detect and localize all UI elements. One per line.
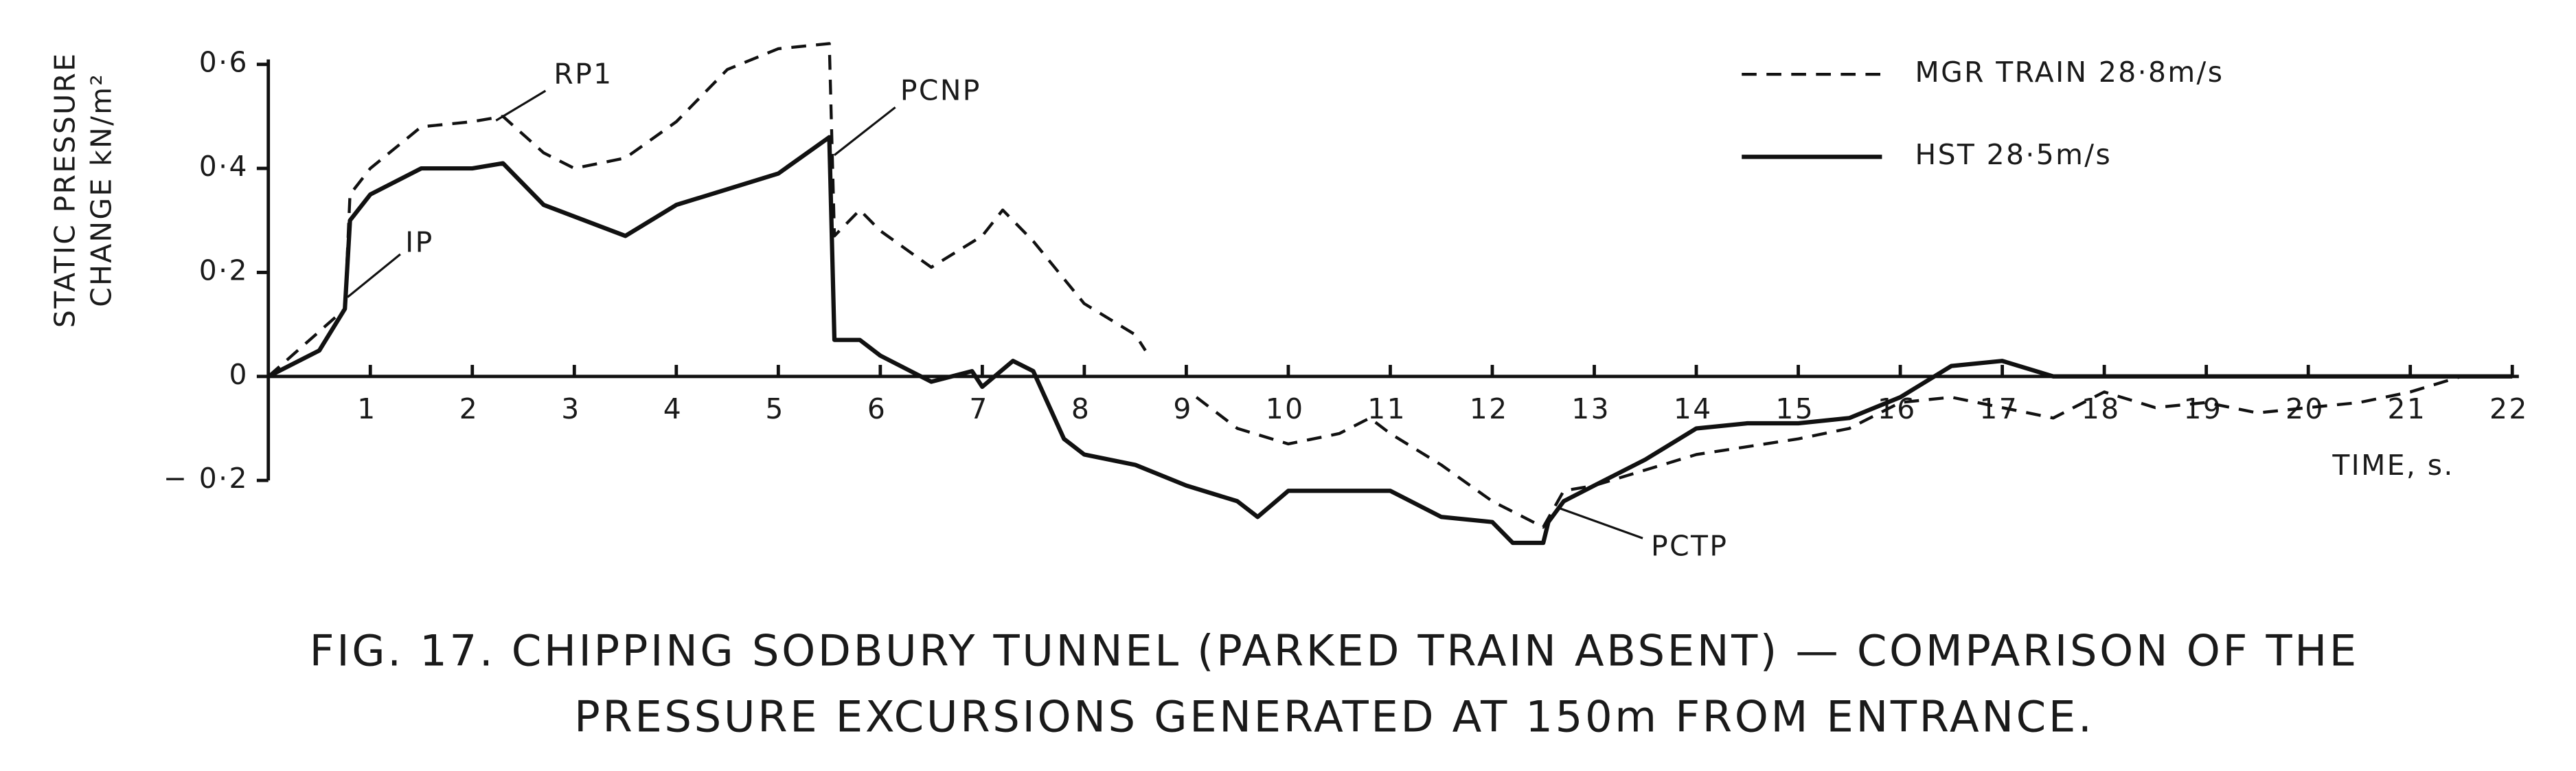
x-tick-label: 11 (1367, 392, 1406, 425)
series-line (267, 135, 2513, 546)
x-tick-label: 5 (765, 392, 784, 425)
leader-line (1560, 507, 1643, 539)
y-tick-label: 0·4 (199, 150, 249, 183)
annotation: IP (405, 226, 433, 259)
y-axis-title-line: STATIC PRESSURE (49, 52, 82, 328)
x-tick-label: 6 (867, 392, 887, 425)
x-tick-label: 10 (1266, 392, 1305, 425)
y-tick-label: 0·6 (199, 46, 249, 79)
x-tick-label: 9 (1173, 392, 1192, 425)
x-tick-label: 15 (1775, 392, 1814, 425)
x-tick-label: 4 (663, 392, 683, 425)
legend-label: HST 28·5m/s (1915, 138, 2112, 171)
y-tick-label: 0 (229, 358, 248, 391)
x-tick-label: 2 (459, 392, 479, 425)
leader-line (495, 89, 547, 122)
x-tick-label: 19 (2183, 392, 2222, 425)
annotation: PCNP (900, 74, 981, 107)
y-axis-title-line: CHANGE kN/m² (84, 73, 117, 307)
x-tick-label: 12 (1470, 392, 1509, 425)
y-tick-label: − 0·2 (163, 462, 249, 495)
caption: PRESSURE EXCURSIONS GENERATED AT 150m FR… (574, 692, 2094, 742)
x-tick-label: 14 (1674, 392, 1713, 425)
leader-line (833, 106, 896, 157)
x-tick-label: 7 (969, 392, 988, 425)
y-tick-label: 0·2 (199, 254, 249, 287)
x-tick-label: 1 (357, 392, 376, 425)
x-tick-label: 13 (1571, 392, 1610, 425)
x-tick-label: 22 (2489, 392, 2529, 425)
x-tick-label: 8 (1071, 392, 1091, 425)
y-axis-title: STATIC PRESSURE CHANGE kN/m² (49, 52, 118, 328)
x-axis-title: TIME, s. (2332, 449, 2454, 482)
caption: FIG. 17. CHIPPING SODBURY TUNNEL (PARKED… (310, 625, 2359, 675)
x-tick-label: 3 (561, 392, 580, 425)
x-tick-label: 18 (2082, 392, 2121, 425)
leader-line (347, 253, 401, 298)
legend-label: MGR TRAIN 28·8m/s (1915, 56, 2224, 89)
annotation: PCTP (1651, 530, 1728, 563)
series-line (267, 42, 2513, 529)
annotation: RP1 (554, 58, 613, 91)
x-tick-label: 21 (2387, 392, 2426, 425)
